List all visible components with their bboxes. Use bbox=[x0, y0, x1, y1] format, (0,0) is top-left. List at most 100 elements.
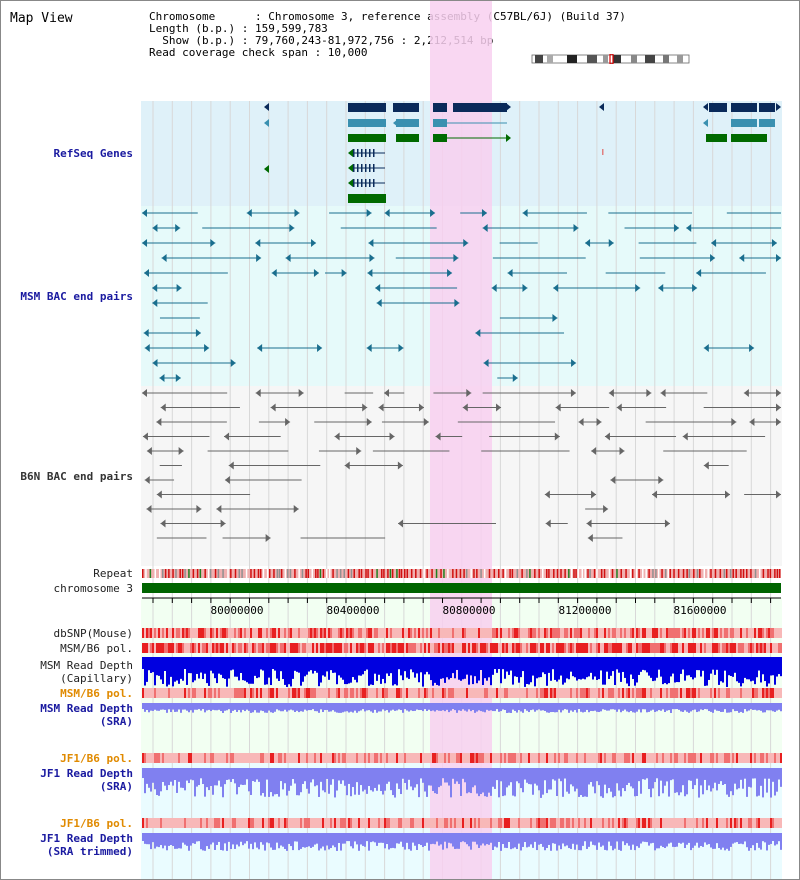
jf1-depth-trimmed-bar bbox=[328, 833, 330, 850]
jf1-depth-trimmed-bar bbox=[578, 833, 580, 851]
jf1-pol-trimmed-cell bbox=[162, 818, 164, 828]
msm-depth-sra-bar bbox=[730, 703, 732, 713]
msm-depth-capillary-bar bbox=[232, 657, 234, 670]
msm-depth-capillary-bar bbox=[410, 657, 412, 670]
jf1-pol-trimmed-cell bbox=[452, 818, 454, 828]
dbsnp-cell bbox=[632, 628, 634, 638]
b6n-end bbox=[178, 447, 184, 455]
gene-exon bbox=[369, 149, 371, 157]
repeat-element bbox=[459, 569, 462, 578]
jf1-pol-trimmed-cell bbox=[548, 818, 550, 828]
msm-depth-capillary-bar bbox=[568, 657, 570, 680]
msm-b6-pol-sra-label[interactable]: MSM/B6 pol. bbox=[60, 687, 133, 700]
dbsnp-cell bbox=[670, 628, 672, 638]
jf1-pol-trimmed-cell bbox=[488, 818, 490, 828]
jf1-read-depth-sra-label[interactable]: JF1 Read Depth (SRA) bbox=[40, 767, 133, 793]
jf1-depth-trimmed-bar bbox=[660, 833, 662, 846]
msm-depth-sra-bar bbox=[188, 703, 190, 713]
msm-depth-capillary-bar bbox=[236, 657, 238, 677]
msm-pol-sra-cell bbox=[456, 688, 458, 698]
msm-depth-capillary-bar bbox=[686, 657, 688, 676]
dbsnp-cell bbox=[380, 628, 382, 638]
msm-depth-capillary-bar bbox=[264, 657, 266, 685]
msm-pol-cell bbox=[642, 643, 644, 653]
msm-pol-cell bbox=[604, 643, 606, 653]
msm-pol-sra-cell bbox=[526, 688, 528, 698]
b6n-bac-end-pairs-label[interactable]: B6N BAC end pairs bbox=[20, 470, 133, 483]
msm-pol-sra-cell bbox=[438, 688, 440, 698]
jf1-pol-cell bbox=[604, 753, 606, 763]
repeat-label[interactable]: Repeat bbox=[93, 567, 133, 580]
jf1-depth-sra-bar bbox=[502, 768, 504, 797]
msm-depth-sra-bar bbox=[626, 703, 628, 712]
jf1-depth-trimmed-bar bbox=[426, 833, 428, 843]
jf1-pol-cell bbox=[682, 753, 684, 763]
jf1-depth-trimmed-bar bbox=[154, 833, 156, 849]
gene-exon bbox=[353, 164, 355, 172]
msm-end bbox=[573, 224, 579, 232]
msm-depth-sra-bar bbox=[600, 703, 602, 712]
jf1-depth-trimmed-bar bbox=[228, 833, 230, 842]
jf1-b6-pol-trimmed-label[interactable]: JF1/B6 pol. bbox=[60, 817, 133, 830]
jf1-pol-cell bbox=[214, 753, 216, 763]
msm-depth-sra-bar bbox=[482, 703, 484, 712]
dbsnp-cell bbox=[290, 628, 292, 638]
jf1-depth-trimmed-bar bbox=[742, 833, 744, 845]
chromosome-label[interactable]: chromosome 3 bbox=[53, 582, 133, 595]
repeat-element bbox=[493, 569, 496, 578]
jf1-depth-sra-bar bbox=[618, 768, 620, 791]
jf1-depth-sra-bar bbox=[500, 768, 502, 782]
jf1-pol-cell bbox=[664, 753, 666, 763]
msm-pol-sra-cell bbox=[380, 688, 382, 698]
jf1-pol-cell bbox=[204, 753, 206, 763]
msm-depth-sra-bar bbox=[474, 703, 476, 713]
jf1-depth-trimmed-bar bbox=[604, 833, 606, 850]
msm-read-depth-sra-label[interactable]: MSM Read Depth (SRA) bbox=[40, 702, 133, 728]
repeat-element bbox=[287, 569, 289, 578]
dbsnp-label[interactable]: dbSNP(Mouse) bbox=[53, 627, 133, 640]
msm-pol-sra-cell bbox=[404, 688, 406, 698]
msm-b6-pol-label[interactable]: MSM/B6 pol. bbox=[60, 642, 133, 655]
jf1-depth-trimmed-bar bbox=[416, 833, 418, 851]
jf1-depth-trimmed-bar bbox=[550, 833, 552, 851]
msm-pol-sra-cell bbox=[386, 688, 388, 698]
b6n-end bbox=[366, 418, 372, 426]
jf1-pol-trimmed-cell bbox=[448, 818, 450, 828]
msm-bac-end-pairs-label[interactable]: MSM BAC end pairs bbox=[20, 290, 133, 303]
msm-read-depth-capillary-label[interactable]: MSM Read Depth (Capillary) bbox=[40, 659, 133, 685]
msm-depth-sra-bar bbox=[182, 703, 184, 710]
gene-exon bbox=[373, 164, 375, 172]
dbsnp-cell bbox=[628, 628, 630, 638]
repeat-element bbox=[473, 569, 475, 578]
jf1-depth-sra-bar bbox=[496, 768, 498, 781]
msm-pol-sra-cell bbox=[454, 688, 456, 698]
msm-depth-sra-bar bbox=[310, 703, 312, 711]
msm-pol-cell bbox=[248, 643, 250, 653]
jf1-pol-trimmed-cell bbox=[716, 818, 718, 828]
msm-depth-capillary-bar bbox=[622, 657, 624, 672]
jf1-depth-trimmed-bar bbox=[682, 833, 684, 843]
jf1-depth-sra-bar bbox=[164, 768, 166, 786]
msm-depth-capillary-bar bbox=[274, 657, 276, 671]
msm-pol-cell bbox=[198, 643, 200, 653]
msm-pol-sra-cell bbox=[522, 688, 524, 698]
chromosome-ideogram[interactable] bbox=[531, 54, 691, 64]
jf1-pol-cell bbox=[700, 753, 702, 763]
msm-depth-capillary-bar bbox=[550, 657, 552, 681]
msm-depth-sra-bar bbox=[724, 703, 726, 710]
jf1-b6-pol-label[interactable]: JF1/B6 pol. bbox=[60, 752, 133, 765]
dbsnp-cell bbox=[746, 628, 748, 638]
jf1-read-depth-trimmed-label[interactable]: JF1 Read Depth (SRA trimmed) bbox=[40, 832, 133, 858]
jf1-pol-cell bbox=[522, 753, 524, 763]
msm-pol-sra-cell bbox=[270, 688, 272, 698]
msm-depth-capillary-bar bbox=[372, 657, 374, 686]
jf1-pol-trimmed-cell bbox=[190, 818, 192, 828]
jf1-depth-trimmed-bar bbox=[634, 833, 636, 851]
jf1-pol-cell bbox=[588, 753, 590, 763]
msm-pol-sra-cell bbox=[388, 688, 390, 698]
msm-end bbox=[376, 299, 382, 307]
refseq-genes-label[interactable]: RefSeq Genes bbox=[53, 147, 133, 160]
jf1-pol-cell bbox=[218, 753, 220, 763]
jf1-pol-trimmed-cell bbox=[396, 818, 398, 828]
